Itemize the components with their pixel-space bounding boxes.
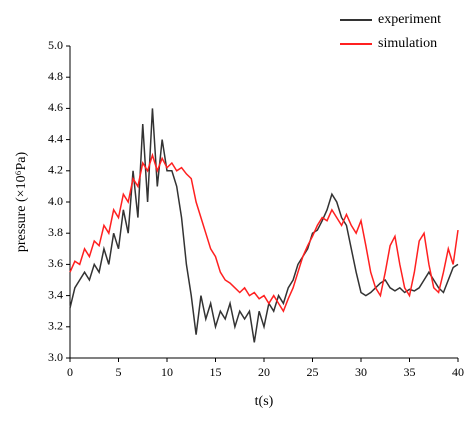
- series-line: [69, 152, 459, 313]
- y-tick-label: 4.2: [48, 163, 63, 177]
- x-tick-label: 5: [116, 365, 122, 379]
- x-tick-label: 10: [161, 365, 173, 379]
- legend-label: experiment: [378, 12, 441, 27]
- y-tick-label: 3.0: [48, 350, 63, 364]
- x-tick-label: 40: [452, 365, 464, 379]
- y-tick-label: 3.4: [48, 287, 63, 301]
- x-tick-label: 35: [404, 365, 416, 379]
- y-axis-label: pressure (×10⁶Pa): [14, 152, 29, 253]
- y-tick-label: 3.8: [48, 225, 63, 239]
- y-tick-label: 4.8: [48, 69, 63, 83]
- y-tick-label: 4.6: [48, 100, 63, 114]
- x-tick-label: 0: [67, 365, 73, 379]
- y-tick-label: 3.6: [48, 256, 63, 270]
- x-tick-label: 20: [258, 365, 270, 379]
- legend-label: simulation: [378, 36, 437, 51]
- x-tick-label: 15: [210, 365, 222, 379]
- x-tick-label: 30: [355, 365, 367, 379]
- x-axis-label: t(s): [255, 394, 274, 409]
- series-line: [69, 108, 459, 343]
- y-tick-label: 4.4: [48, 131, 63, 145]
- y-tick-label: 5.0: [48, 38, 63, 52]
- y-tick-label: 4.0: [48, 194, 63, 208]
- x-tick-label: 25: [307, 365, 319, 379]
- y-tick-label: 3.2: [48, 319, 63, 333]
